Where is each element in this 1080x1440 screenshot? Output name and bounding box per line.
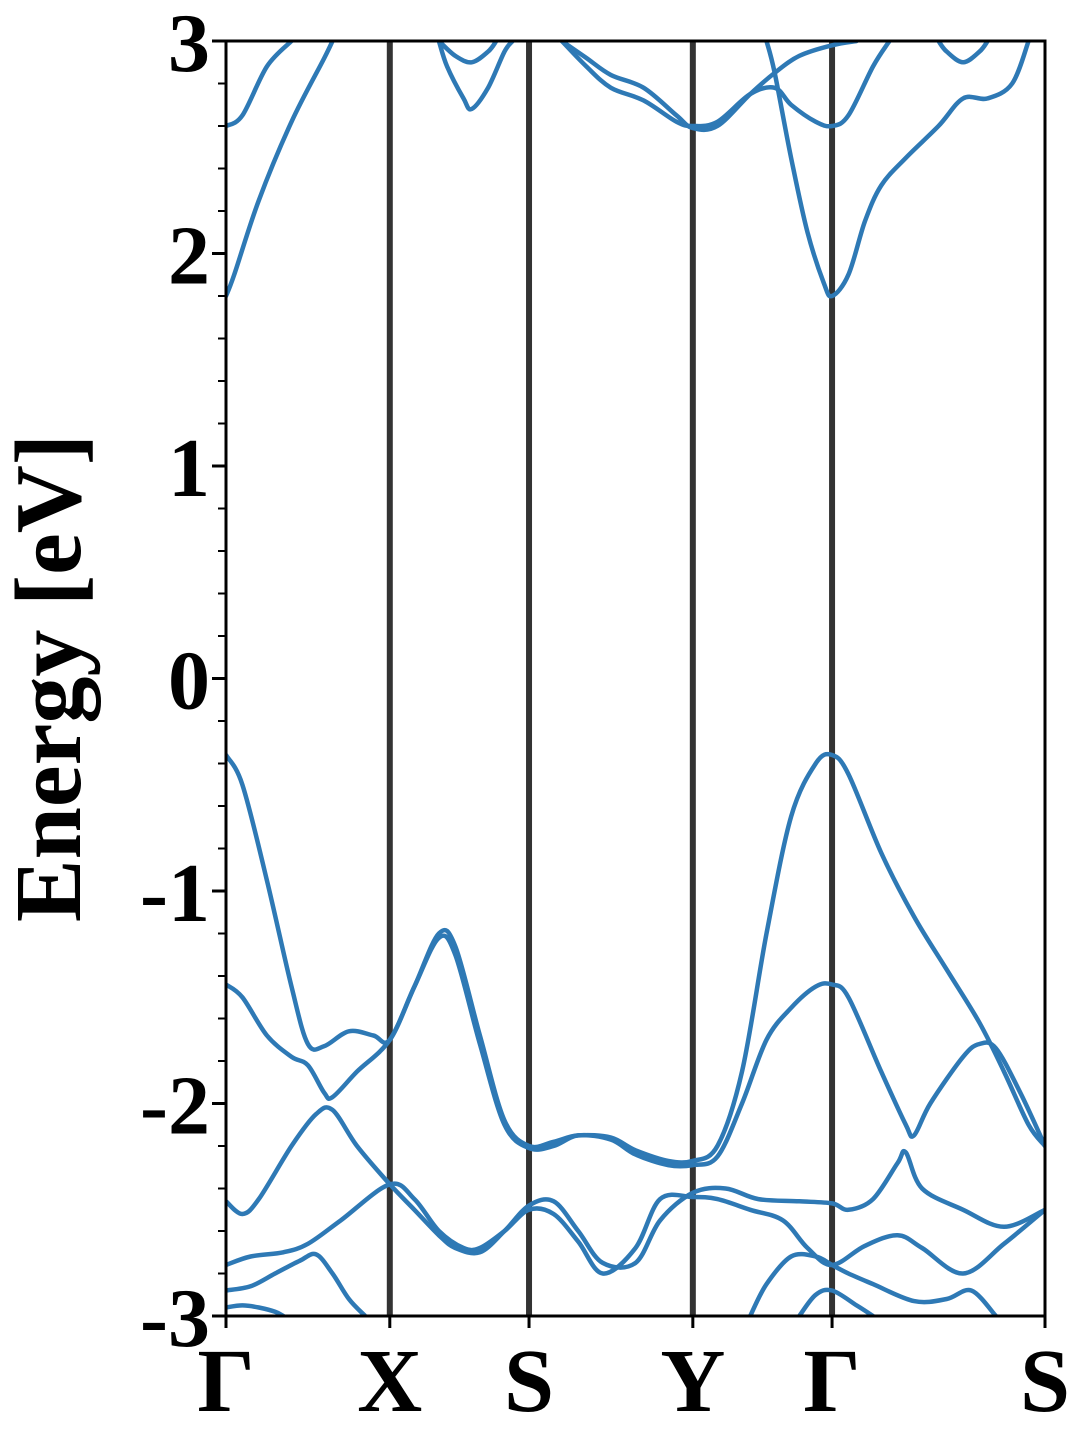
band-line	[226, 1251, 368, 1316]
band-line	[226, 933, 1045, 1169]
band-line	[797, 1287, 876, 1316]
x-tick-label: S	[1020, 1332, 1070, 1431]
band-line	[436, 41, 499, 65]
kpoint-lines	[224, 41, 1047, 1328]
band-line	[436, 41, 515, 112]
y-tick-label: 1	[168, 422, 210, 515]
y-tick-label: -3	[140, 1272, 210, 1365]
band-line	[226, 41, 294, 129]
y-tick-label: -2	[140, 1060, 210, 1153]
x-tick-label: S	[504, 1332, 554, 1431]
y-tick-label: 2	[168, 210, 210, 303]
y-tick-labels: 3 2 1 0 -1 -2 -3	[140, 0, 210, 1365]
band-line	[559, 41, 859, 133]
x-tick-label: Γ	[197, 1332, 254, 1431]
y-tick-label: -1	[140, 847, 210, 940]
x-tick-label: Γ	[803, 1332, 860, 1431]
band-line	[226, 41, 335, 299]
band-line	[559, 41, 892, 129]
band-line	[226, 751, 1045, 1165]
y-tick-label: 3	[168, 0, 210, 90]
band-line	[747, 1251, 999, 1316]
band-line	[936, 41, 990, 65]
plot-frame	[224, 39, 1047, 1318]
band-line	[226, 1105, 1045, 1270]
x-tick-label: Y	[660, 1332, 725, 1431]
x-tick-label: X	[357, 1332, 422, 1431]
band-line	[764, 41, 1031, 299]
y-major-ticks	[212, 39, 226, 1318]
y-axis-label: Energy [eV]	[0, 434, 101, 922]
band-line	[226, 1181, 1045, 1276]
y-tick-label: 0	[168, 635, 210, 728]
band-lines	[226, 41, 1045, 1316]
band-line	[226, 1303, 286, 1316]
